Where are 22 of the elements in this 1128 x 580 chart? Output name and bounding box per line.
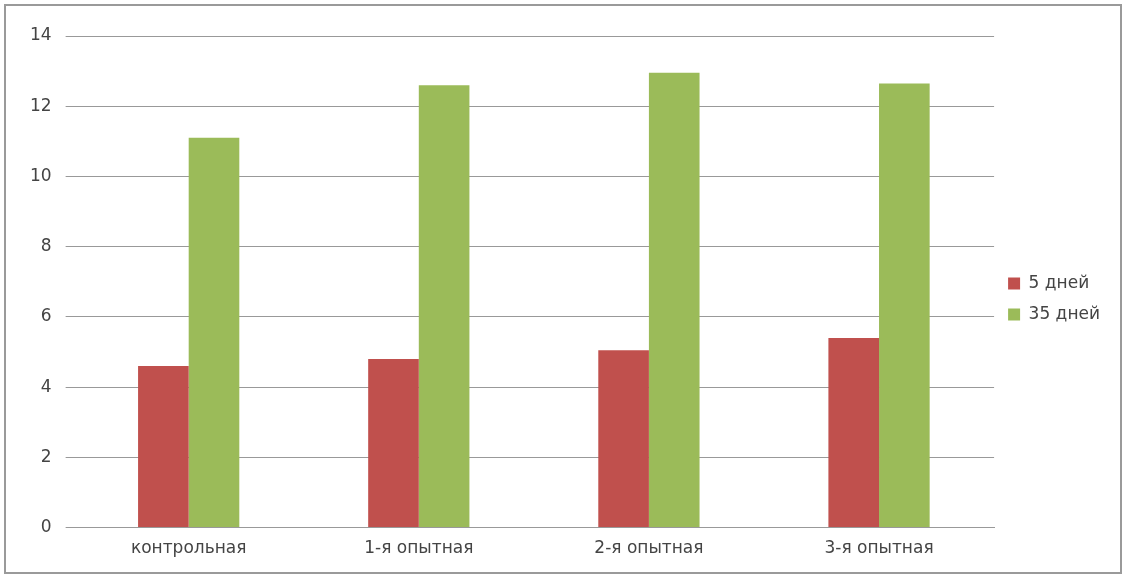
bar xyxy=(598,350,649,528)
bar xyxy=(828,337,880,528)
bar xyxy=(188,137,240,528)
y-tick-label: 0 xyxy=(40,516,52,537)
y-tick-label: 4 xyxy=(40,375,52,396)
legend-label: 35 дней xyxy=(1028,302,1101,323)
y-tick-label: 8 xyxy=(40,235,52,256)
y-tick-label: 12 xyxy=(29,94,52,115)
bar xyxy=(138,366,189,528)
bar xyxy=(368,359,419,528)
bar xyxy=(879,83,930,528)
bar xyxy=(648,72,700,528)
x-tick-label: 3-я опытная xyxy=(824,537,934,558)
y-tick-label: 14 xyxy=(29,24,52,45)
x-tick-label: 2-я опытная xyxy=(594,537,704,558)
x-tick-label: контрольная xyxy=(130,537,247,558)
legend-label: 5 дней xyxy=(1028,271,1090,292)
y-tick-label: 2 xyxy=(40,445,52,466)
y-tick-label: 6 xyxy=(40,305,52,326)
x-tick-label: 1-я опытная xyxy=(364,537,474,558)
bar xyxy=(418,85,470,528)
y-tick-label: 10 xyxy=(29,164,52,185)
